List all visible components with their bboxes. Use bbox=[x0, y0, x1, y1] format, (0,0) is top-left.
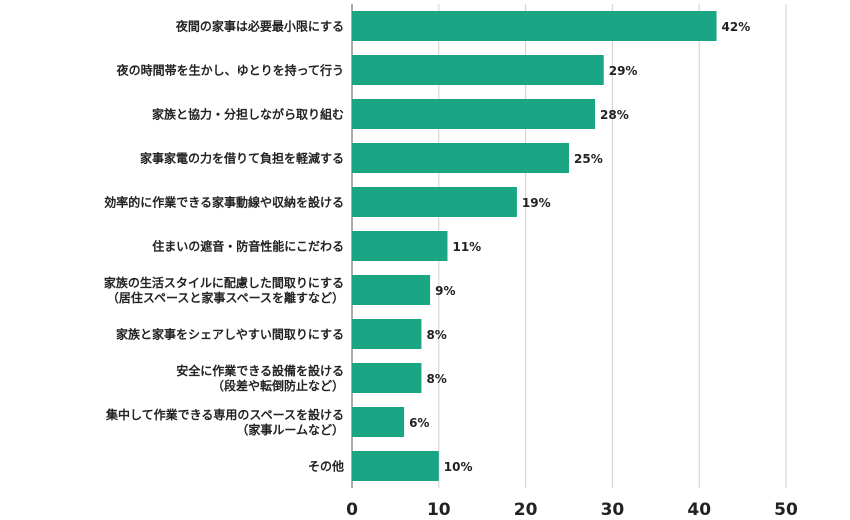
data-label: 28% bbox=[600, 108, 629, 122]
x-tick-label: 30 bbox=[601, 500, 625, 520]
bar bbox=[352, 143, 569, 173]
category-label: （家事ルームなど） bbox=[236, 422, 344, 437]
category-label: その他 bbox=[308, 459, 344, 474]
bar bbox=[352, 275, 431, 305]
category-label: 集中して作業できる専用のスペースを設ける bbox=[105, 407, 344, 422]
bars bbox=[352, 11, 717, 481]
data-label: 25% bbox=[574, 152, 603, 166]
x-tick-label: 50 bbox=[774, 500, 798, 520]
data-label: 19% bbox=[522, 196, 551, 210]
bar bbox=[352, 55, 604, 85]
bar bbox=[352, 99, 596, 129]
x-tick-label: 10 bbox=[427, 500, 451, 520]
category-label: 夜間の家事は必要最小限にする bbox=[175, 19, 344, 34]
data-label: 29% bbox=[609, 64, 638, 78]
category-label: 住まいの遮音・防音性能にこだわる bbox=[152, 239, 344, 254]
bar bbox=[352, 231, 448, 261]
category-label: 家事家電の力を借りて負担を軽減する bbox=[140, 151, 344, 166]
x-tick-label: 40 bbox=[687, 500, 711, 520]
data-label: 42% bbox=[722, 20, 751, 34]
x-tick-label: 0 bbox=[346, 500, 358, 520]
x-axis-ticks: 0 10 20 30 40 50 bbox=[346, 500, 798, 520]
bar bbox=[352, 187, 517, 217]
category-label: 夜の時間帯を生かし、ゆとりを持って行う bbox=[116, 63, 344, 78]
category-label: 家族の生活スタイルに配慮した間取りにする bbox=[104, 275, 344, 290]
value-labels: 42% 29% 28% 25% 19% 11% 9% 8% 8% 6% 10% bbox=[409, 20, 750, 474]
bar bbox=[352, 319, 422, 349]
data-label: 8% bbox=[426, 372, 446, 386]
x-tick-label: 20 bbox=[514, 500, 538, 520]
bar bbox=[352, 363, 422, 393]
category-labels: 夜間の家事は必要最小限にする夜の時間帯を生かし、ゆとりを持って行う家族と協力・分… bbox=[104, 19, 344, 474]
data-label: 6% bbox=[409, 416, 429, 430]
data-label: 9% bbox=[435, 284, 455, 298]
bar bbox=[352, 407, 405, 437]
category-label: （居住スペースと家事スペースを離すなど） bbox=[107, 290, 344, 305]
bar bbox=[352, 11, 717, 41]
data-label: 11% bbox=[452, 240, 481, 254]
data-label: 10% bbox=[444, 460, 473, 474]
category-label: 家族と家事をシェアしやすい間取りにする bbox=[116, 327, 344, 342]
category-label: 効率的に作業できる家事動線や収納を設ける bbox=[104, 195, 344, 210]
bar bbox=[352, 451, 439, 481]
category-label: （段差や転倒防止など） bbox=[212, 378, 344, 393]
data-label: 8% bbox=[426, 328, 446, 342]
category-label: 家族と協力・分担しながら取り組む bbox=[152, 107, 344, 122]
category-label: 安全に作業できる設備を設ける bbox=[176, 363, 344, 378]
